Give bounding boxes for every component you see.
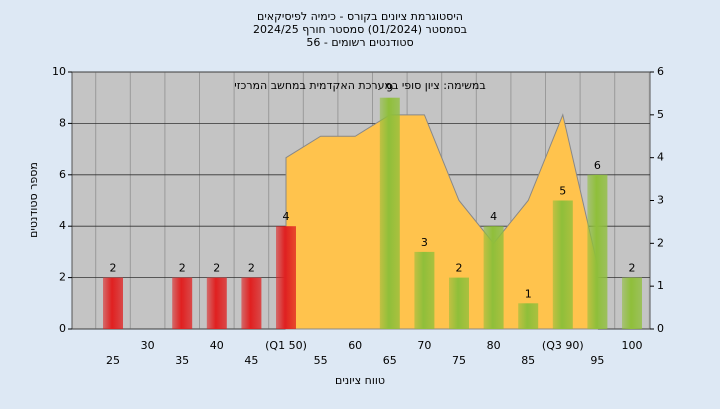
y2-tick-label: 4 <box>657 151 664 164</box>
x-tick-label: 80 <box>487 339 501 352</box>
value-label: 3 <box>421 236 428 249</box>
subtitle: בסמסטר (01/2024) סמסטר חורף 2024/25 <box>253 23 467 36</box>
bar <box>483 226 504 329</box>
x-tick-label: 35 <box>175 354 189 367</box>
x-tick-label: 30 <box>141 339 155 352</box>
value-label: 6 <box>594 159 601 172</box>
y-tick-label: 10 <box>52 65 66 78</box>
x-tick-label: 25 <box>106 354 120 367</box>
y-axis-label: מספר סטודנטים <box>27 162 40 238</box>
y-tick-label: 8 <box>59 116 66 129</box>
bar <box>172 277 193 329</box>
value-label: 4 <box>283 210 290 223</box>
bar <box>587 174 608 329</box>
value-label: 2 <box>179 262 186 275</box>
y2-tick-label: 3 <box>657 194 664 207</box>
y2-tick-label: 5 <box>657 108 664 121</box>
value-label: 2 <box>456 262 463 275</box>
value-label: 1 <box>525 287 532 300</box>
bar <box>379 97 400 329</box>
x-tick-label: 95 <box>590 354 604 367</box>
bar <box>414 251 435 329</box>
bar <box>276 226 296 329</box>
x-tick-label: 85 <box>521 354 535 367</box>
annotation: במשימה: ציון סופי במערכת האקדמית במחשב ה… <box>234 79 485 92</box>
y-tick-label: 2 <box>59 271 66 284</box>
x-tick-label: 60 <box>348 339 362 352</box>
x-tick-label: (Q1 50) <box>265 339 307 352</box>
value-label: 4 <box>490 210 497 223</box>
x-tick-label: 65 <box>383 354 397 367</box>
x-tick-label: 100 <box>622 339 643 352</box>
value-label: 9 <box>386 82 393 95</box>
bar <box>552 200 573 329</box>
x-axis-label: טווח ציונים <box>335 374 385 387</box>
value-label: 5 <box>559 185 566 198</box>
value-label: 2 <box>110 262 117 275</box>
value-label: 2 <box>248 262 255 275</box>
y-tick-label: 0 <box>59 322 66 335</box>
x-tick-label: 75 <box>452 354 466 367</box>
bar <box>241 277 262 329</box>
bar <box>518 303 539 329</box>
value-label: 2 <box>629 262 636 275</box>
bar <box>449 277 469 329</box>
x-tick-label: (Q3 90) <box>542 339 584 352</box>
bar <box>103 277 123 329</box>
bar <box>622 277 642 329</box>
subtitle: סטודנטים רשומים - 56 <box>306 36 413 49</box>
x-tick-label: 45 <box>244 354 258 367</box>
x-tick-label: 70 <box>417 339 431 352</box>
chart-title: היסטוגרמת ציונים בקורס - כימיה לפיסיקאים <box>257 10 463 23</box>
x-tick-label: 55 <box>314 354 328 367</box>
y-tick-label: 6 <box>59 168 66 181</box>
y2-tick-label: 2 <box>657 236 664 249</box>
y-tick-label: 4 <box>59 219 66 232</box>
y2-tick-label: 6 <box>657 65 664 78</box>
y2-tick-label: 1 <box>657 279 664 292</box>
value-label: 2 <box>213 262 220 275</box>
y2-tick-label: 0 <box>657 322 664 335</box>
x-tick-label: 40 <box>210 339 224 352</box>
bar <box>206 277 227 329</box>
